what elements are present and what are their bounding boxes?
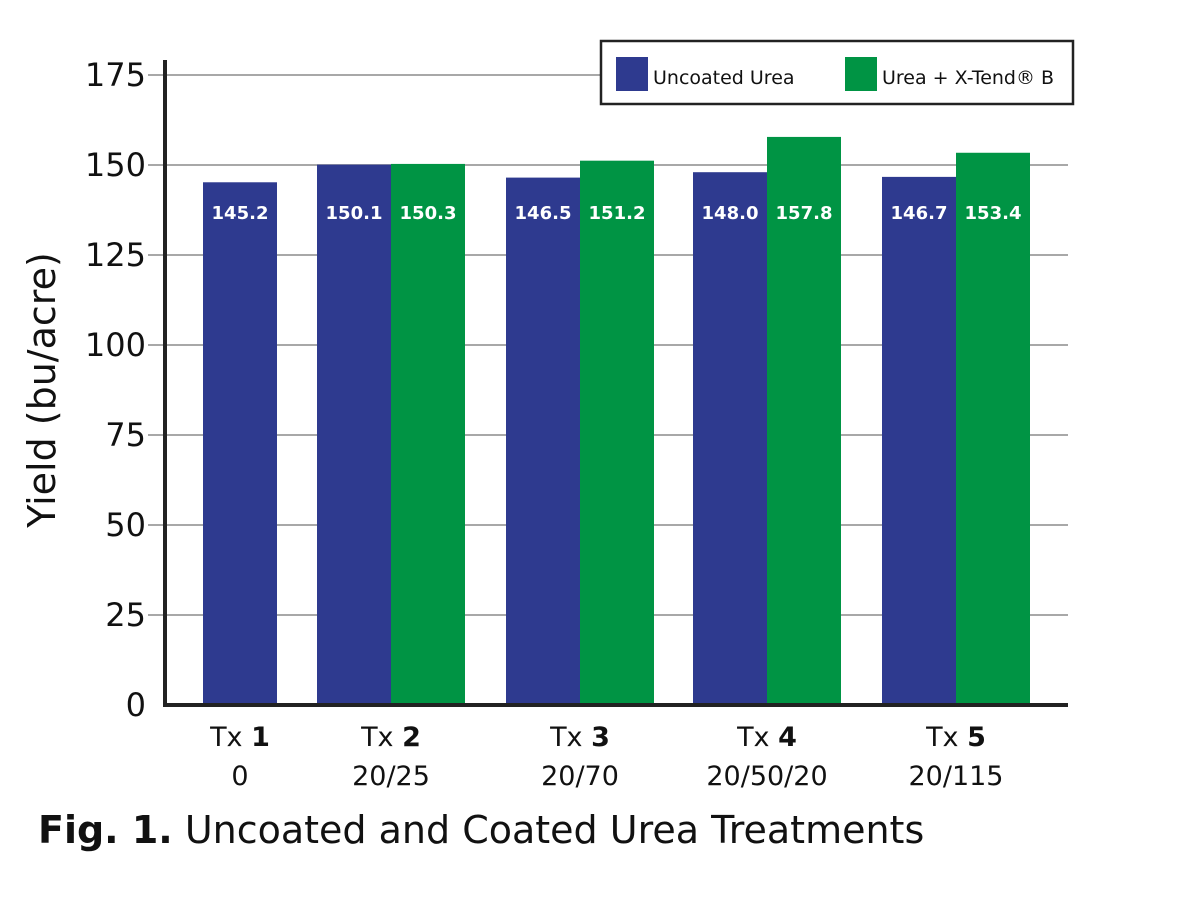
value-label: 151.2 (589, 203, 646, 224)
x-tick-label: Tx 4 (736, 722, 797, 753)
y-tick-label: 0 (126, 686, 146, 724)
bar-uncoated (882, 176, 956, 705)
value-label: 145.2 (212, 203, 269, 224)
value-label: 150.3 (400, 203, 457, 224)
bar-uncoated (203, 182, 277, 705)
y-axis-ticks: 0 25 50 75 100 125 150 175 (85, 56, 146, 724)
caption-text: Uncoated and Coated Urea Treatments (184, 808, 925, 852)
bar-xtend (956, 152, 1030, 705)
x-tick-label: Tx 2 (360, 722, 421, 753)
caption-prefix: Fig. 1. (38, 808, 173, 852)
x-tick-rate: 20/50/20 (706, 761, 827, 792)
bar-xtend (391, 163, 465, 706)
legend-swatch-xtend (845, 57, 877, 91)
y-tick-label: 175 (85, 56, 146, 94)
legend-swatch-uncoated (616, 57, 648, 91)
y-tick-label: 100 (85, 326, 146, 364)
x-tick-rate: 20/115 (909, 761, 1004, 792)
figure-caption: Fig. 1. Uncoated and Coated Urea Treatme… (38, 808, 924, 852)
x-tick-label: Tx 3 (549, 722, 610, 753)
x-tick-rate: 0 (231, 761, 248, 792)
legend-label-uncoated: Uncoated Urea (653, 67, 795, 89)
x-tick-label: Tx 1 (209, 722, 270, 753)
y-tick-label: 25 (105, 596, 146, 634)
bar-chart: 0 25 50 75 100 125 150 175 145.2 150.1 150.3 146.5… (20, 39, 1075, 792)
value-labels: 145.2 150.1 150.3 146.5 151.2 148.0 157.8 146.7… (212, 203, 1022, 224)
legend-label-xtend: Urea + X-Tend® B (882, 67, 1054, 89)
value-label: 150.1 (326, 203, 383, 224)
value-label: 153.4 (965, 203, 1022, 224)
y-axis-label: Yield (bu/acre) (20, 252, 64, 529)
bar-uncoated (506, 177, 580, 706)
x-axis-categories: Tx 1 0 Tx 2 20/25 Tx 3 20/70 Tx 4 20/50/20 Tx 5 2… (209, 722, 1003, 792)
value-label: 146.5 (515, 203, 572, 224)
bar-xtend (767, 136, 841, 706)
value-label: 146.7 (891, 203, 948, 224)
y-tick-label: 50 (105, 506, 146, 544)
x-tick-rate: 20/25 (352, 761, 430, 792)
x-tick-label: Tx 5 (925, 722, 986, 753)
bar-uncoated (693, 172, 767, 705)
y-tick-label: 125 (85, 236, 146, 274)
value-label: 157.8 (776, 203, 833, 224)
bars (203, 136, 1030, 706)
legend: Uncoated Urea Urea + X-Tend® B (599, 39, 1075, 106)
value-label: 148.0 (702, 203, 759, 224)
legend-box (599, 39, 1075, 106)
y-tick-label: 150 (85, 146, 146, 184)
bar-uncoated (317, 164, 391, 705)
y-tick-label: 75 (105, 416, 146, 454)
x-tick-rate: 20/70 (541, 761, 619, 792)
bar-xtend (580, 160, 654, 705)
